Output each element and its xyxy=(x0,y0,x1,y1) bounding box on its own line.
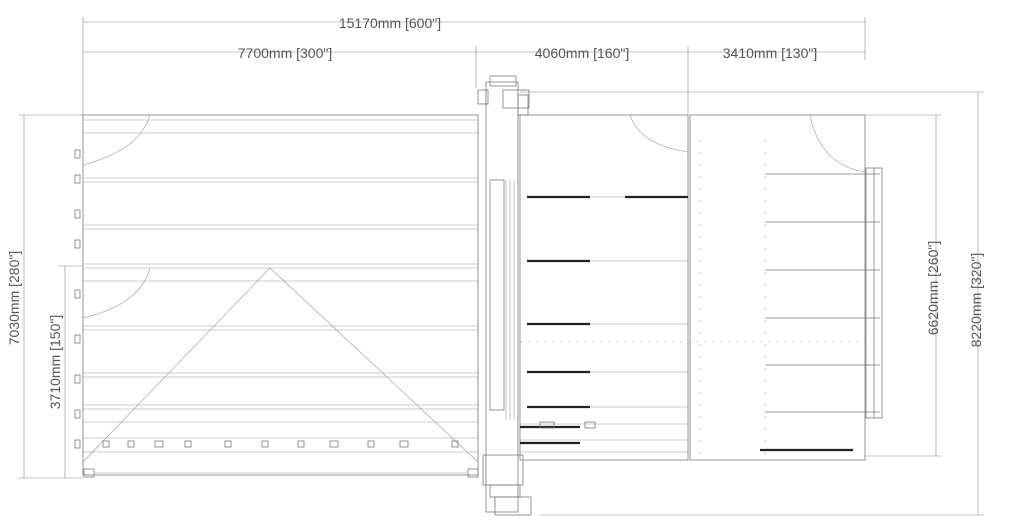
dim-left-section: 7700mm [300"] xyxy=(238,45,332,61)
dim-middle-section: 4060mm [160"] xyxy=(535,45,629,61)
dim-right-section: 3410mm [130"] xyxy=(723,45,817,61)
middle-table xyxy=(519,114,865,461)
dim-left-height: 7030mm [280"] xyxy=(6,251,22,345)
right-table xyxy=(689,114,883,461)
dim-overall-height: 8220mm [320"] xyxy=(968,253,984,347)
central-column xyxy=(477,75,532,516)
dimension-lines xyxy=(18,17,984,516)
dim-right-height: 6620mm [260"] xyxy=(925,241,941,335)
left-table xyxy=(74,114,479,478)
dim-total-length: 15170mm [600"] xyxy=(339,15,441,31)
dim-left-lower-height: 3710mm [150"] xyxy=(47,315,63,409)
